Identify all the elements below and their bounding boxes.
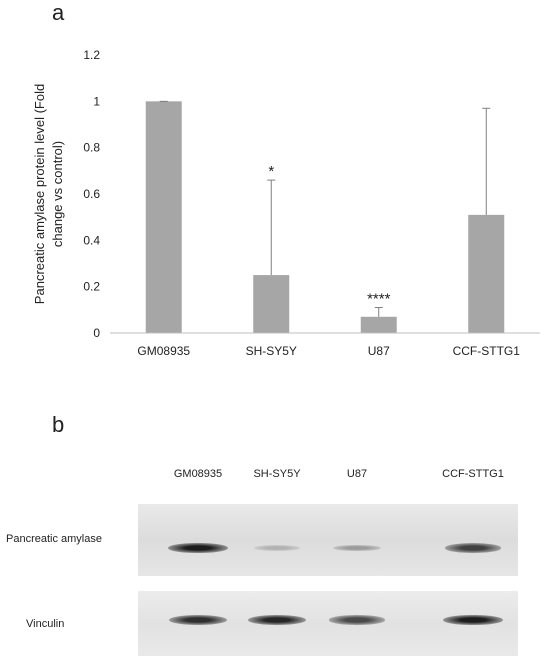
y-axis-label-line-2: change vs control) (50, 141, 65, 247)
y-tick-label: 0.6 (83, 187, 100, 201)
blot-lane-label: GM08935 (173, 468, 223, 480)
blot-band (445, 543, 501, 553)
blot-row-label-vinculin: Vinculin (26, 618, 65, 630)
x-tick-label: U87 (368, 344, 390, 358)
bar-gm08935 (145, 101, 182, 333)
blot-band (329, 615, 385, 625)
significance-marker: **** (367, 291, 391, 308)
blot-band (247, 614, 307, 626)
y-tick-label: 0.8 (83, 141, 100, 155)
x-tick-label: GM08935 (137, 344, 190, 358)
blot-lane-label: U87 (346, 468, 368, 480)
y-tick-label: 0.2 (83, 280, 100, 294)
blot-row-label-amylase: Pancreatic amylase (6, 533, 102, 545)
error-bar-sh-sy5y (267, 179, 276, 276)
panel-label-b: b (52, 412, 65, 437)
y-tick-label: 0 (93, 326, 100, 340)
blot-band (443, 614, 503, 626)
bar-ccf-sttg1 (468, 214, 505, 333)
blot-band (254, 545, 300, 551)
blot-lane-label: SH-SY5Y (253, 468, 301, 480)
bar-u87 (360, 316, 397, 333)
error-bar-u87 (374, 307, 383, 317)
bar-sh-sy5y (253, 275, 290, 333)
y-axis-label: Pancreatic amylase protein level (Fold c… (32, 84, 65, 304)
y-tick-label: 0.4 (83, 233, 100, 247)
panel-label-a: a (52, 0, 65, 25)
y-axis-label-line-1: Pancreatic amylase protein level (Fold (32, 84, 47, 304)
blot-band (333, 544, 381, 552)
x-tick-label: SH-SY5Y (246, 344, 297, 358)
blot-strip-vinculin (138, 591, 518, 656)
significance-marker: * (268, 163, 274, 180)
x-tick-label: CCF-STTG1 (453, 344, 521, 358)
blot-lane-label: CCF-STTG1 (442, 468, 504, 480)
error-bar-ccf-sttg1 (482, 107, 491, 215)
blot-band (169, 614, 227, 626)
y-tick-label: 1.2 (83, 48, 100, 62)
bar-chart: Pancreatic amylase protein level (Fold c… (32, 48, 540, 358)
blot-strip-amylase (138, 504, 518, 576)
blot-band (168, 542, 228, 554)
y-tick-label: 1 (93, 94, 100, 108)
